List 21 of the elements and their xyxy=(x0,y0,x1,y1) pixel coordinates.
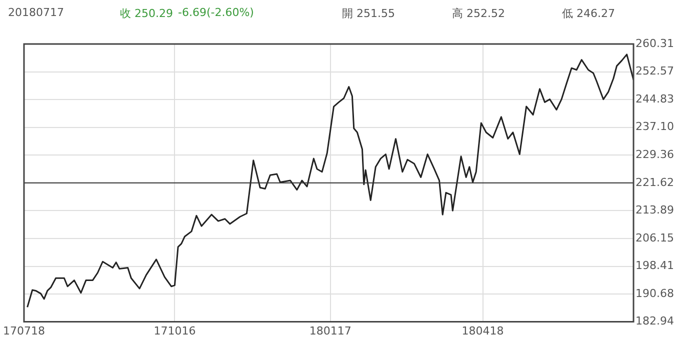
text: 收 250.29 xyxy=(120,6,173,21)
text: 開 251.55 xyxy=(342,6,395,21)
x-tick-label: 180117 xyxy=(309,324,352,338)
x-tick-label: 170718 xyxy=(2,324,45,338)
text: 低 246.27 xyxy=(562,6,615,21)
y-tick-label: 198.41 xyxy=(636,259,674,272)
text: -6.69(-2.60%) xyxy=(178,6,254,19)
text: 高 252.52 xyxy=(452,6,505,21)
y-tick-label: 244.83 xyxy=(636,92,674,106)
y-tick-label: 182.94 xyxy=(636,314,674,328)
y-tick-label: 237.10 xyxy=(636,120,674,134)
y-tick-label: 221.62 xyxy=(636,176,674,189)
y-tick-label: 229.36 xyxy=(636,148,674,161)
y-tick-label: 190.68 xyxy=(636,286,674,300)
x-tick-label: 171016 xyxy=(154,324,196,338)
y-tick-label: 213.89 xyxy=(636,204,674,217)
chart-title: 20180717 xyxy=(8,6,64,19)
x-tick-label: 180418 xyxy=(462,324,504,338)
y-tick-label: 260.31 xyxy=(636,36,674,50)
y-tick-label: 206.15 xyxy=(636,231,674,244)
y-tick-label: 252.57 xyxy=(636,64,674,78)
